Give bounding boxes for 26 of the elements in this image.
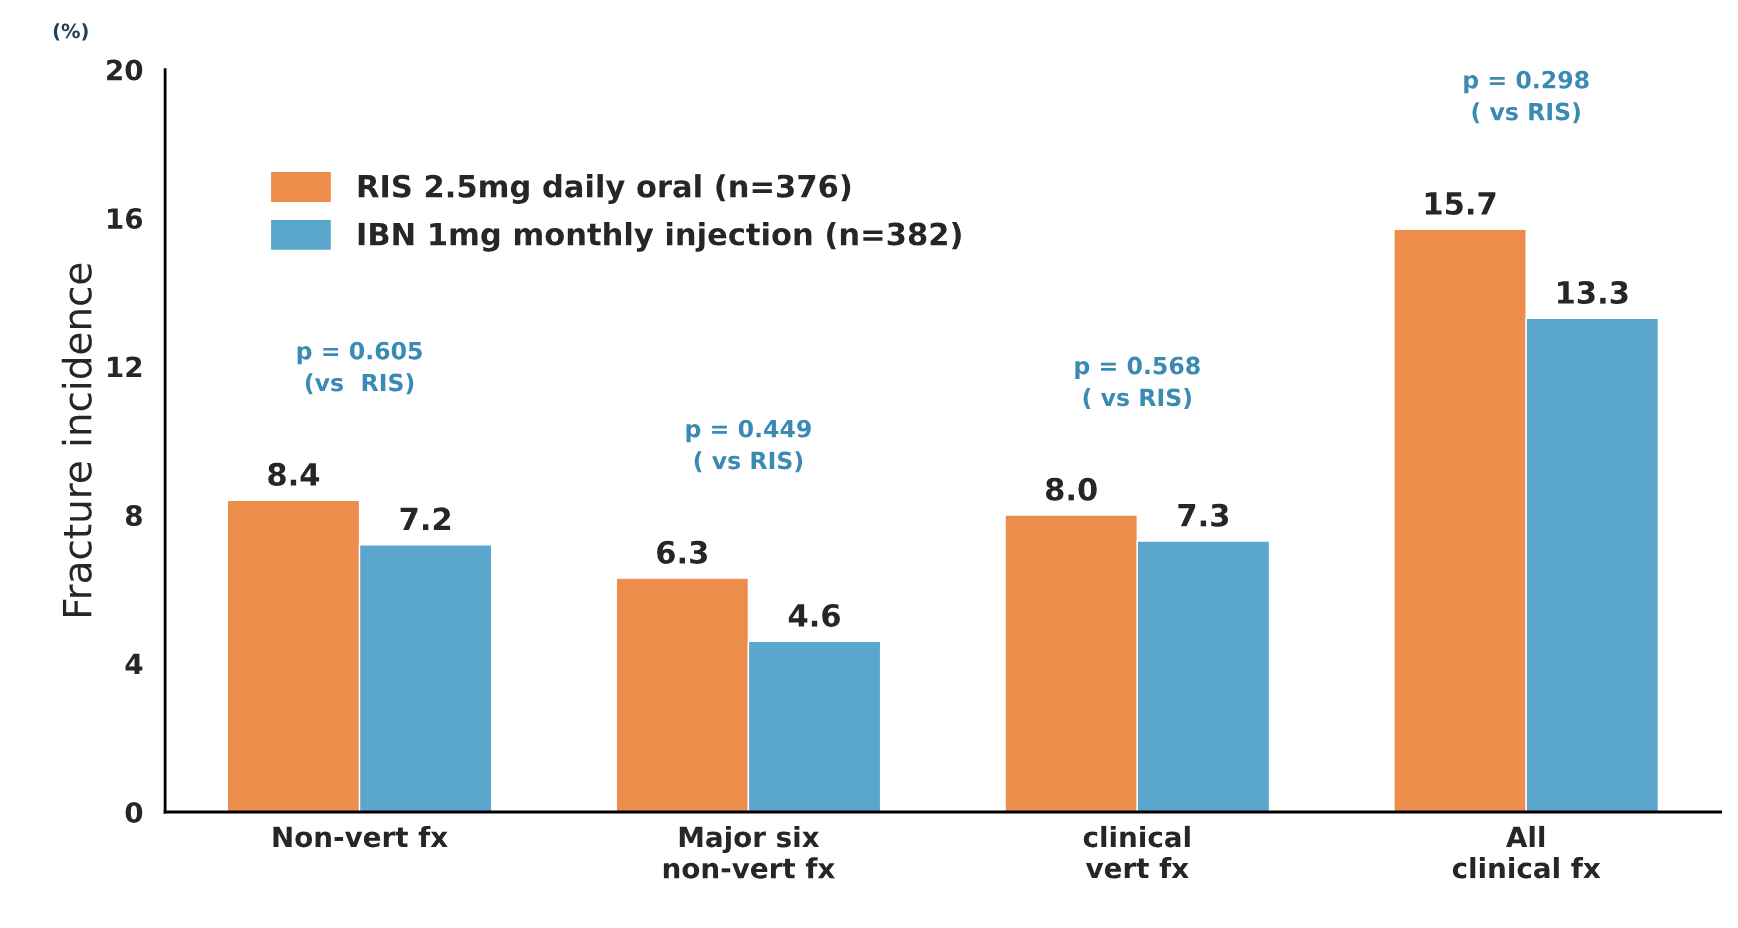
- data-label: 6.3: [657, 540, 707, 564]
- x-tick-label: All clinical fx: [1452, 825, 1601, 879]
- legend-label: IBN 1mg monthly injection (n=382): [358, 221, 961, 252]
- data-label: 8.0: [1046, 477, 1097, 501]
- data-label: 8.4: [268, 462, 320, 486]
- annotation: p = 0.568 ( vs RIS): [1075, 356, 1200, 410]
- annotation: p = 0.449 ( vs RIS): [686, 419, 811, 473]
- data-label: 15.7: [1425, 192, 1496, 215]
- x-tick-label: Non-vert fx: [273, 825, 448, 848]
- x-tick-label: Major six non-vert fx: [663, 825, 835, 879]
- text: (%): [53, 23, 88, 41]
- y-tick-label: 0: [125, 801, 143, 823]
- y-tick-label: 20: [107, 59, 143, 81]
- legend-label: RIS 2.5mg daily oral (n=376): [358, 174, 851, 204]
- annotation: p = 0.605 (vs RIS): [297, 341, 422, 395]
- y-tick-label: 4: [125, 653, 143, 675]
- data-label: 7.2: [400, 507, 451, 531]
- x-tick-label: clinical vert fx: [1083, 825, 1190, 879]
- y-axis-title: Fracture incidence: [61, 263, 92, 617]
- data-label: 13.3: [1558, 280, 1628, 305]
- y-tick-label: 12: [108, 356, 142, 378]
- data-label: 7.3: [1178, 503, 1229, 527]
- y-tick-label: 8: [125, 504, 142, 526]
- annotation: p = 0.298 ( vs RIS): [1464, 70, 1589, 124]
- data-label: 4.6: [788, 603, 840, 627]
- y-tick-label: 16: [108, 208, 143, 230]
